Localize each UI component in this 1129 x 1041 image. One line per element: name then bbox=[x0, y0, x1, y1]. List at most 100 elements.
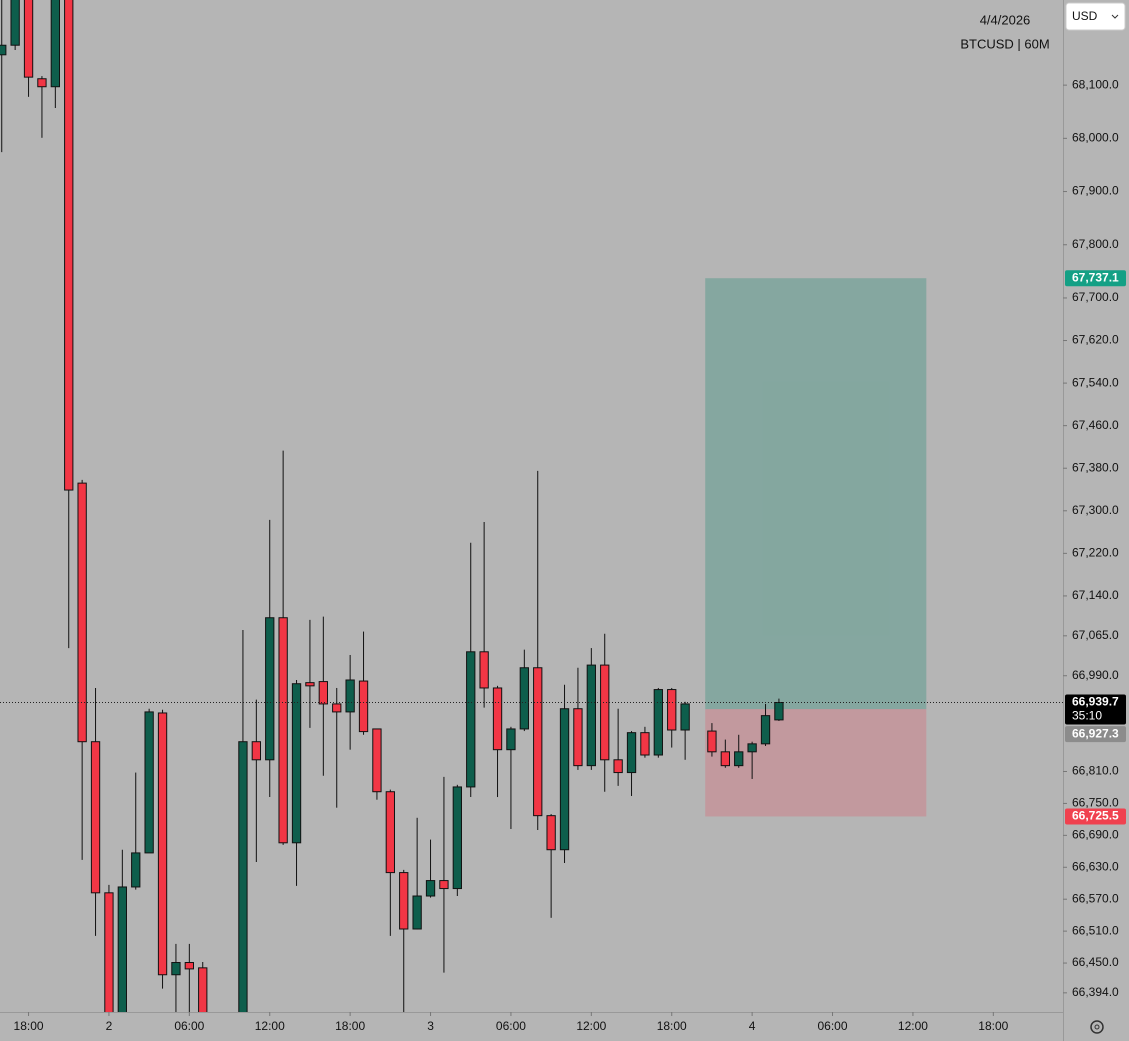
candle-body bbox=[492, 687, 503, 751]
candle-body bbox=[626, 732, 637, 774]
y-tick-label: 66,690.0 bbox=[1072, 828, 1119, 842]
candle-body bbox=[90, 741, 101, 894]
candle-body bbox=[10, 0, 20, 46]
y-tick-label: 66,570.0 bbox=[1072, 891, 1119, 905]
candle-body bbox=[104, 892, 114, 1012]
price-tag bbox=[1065, 726, 1126, 743]
candle-body bbox=[64, 0, 74, 491]
candle-body bbox=[734, 751, 744, 767]
price-tag bbox=[1065, 808, 1126, 825]
y-tick-label: 66,450.0 bbox=[1072, 955, 1119, 969]
y-tick-label: 66,394.0 bbox=[1072, 985, 1119, 999]
gear-icon[interactable] bbox=[1090, 1020, 1104, 1034]
candle-body bbox=[586, 664, 596, 767]
candle-body bbox=[144, 711, 154, 854]
y-tick-label: 67,540.0 bbox=[1072, 375, 1119, 389]
x-tick-label: 3 bbox=[427, 1019, 434, 1033]
y-tick-label: 67,140.0 bbox=[1072, 588, 1119, 602]
candle-body bbox=[412, 895, 422, 930]
countdown: 35:10 bbox=[1072, 709, 1102, 723]
x-tick-label: 4 bbox=[749, 1019, 756, 1033]
candle-body bbox=[117, 886, 127, 1012]
candle-body bbox=[680, 703, 690, 731]
settings-button[interactable] bbox=[1090, 1020, 1104, 1034]
candle-body bbox=[358, 680, 369, 733]
candle-body bbox=[77, 482, 87, 743]
candle-body bbox=[506, 728, 516, 751]
candle-body bbox=[425, 880, 436, 897]
y-tick-label: 68,000.0 bbox=[1072, 131, 1119, 145]
candle-body bbox=[345, 679, 355, 713]
x-tick-label: 06:00 bbox=[496, 1019, 526, 1033]
candle-body bbox=[600, 664, 610, 761]
candle-body bbox=[265, 617, 275, 761]
candle-body bbox=[50, 0, 60, 88]
candle-body bbox=[747, 743, 757, 753]
candle-body bbox=[559, 708, 570, 851]
chart-title: 4/4/2026 bbox=[980, 12, 1031, 27]
candle-body bbox=[278, 617, 288, 844]
y-tick-label: 67,900.0 bbox=[1072, 184, 1119, 198]
currency-dropdown[interactable]: USD bbox=[1065, 2, 1126, 31]
x-tick-label: 12:00 bbox=[255, 1019, 285, 1033]
candle-body bbox=[479, 651, 489, 689]
gear-center bbox=[1094, 1024, 1100, 1030]
price-tag-label: 67,737.1 bbox=[1072, 270, 1119, 284]
candle-body bbox=[546, 815, 556, 851]
y-tick-label: 68,100.0 bbox=[1072, 77, 1119, 91]
chart-subtitle: BTCUSD | 60M bbox=[960, 36, 1049, 51]
candle-body bbox=[466, 651, 476, 788]
y-tick-label: 67,460.0 bbox=[1072, 418, 1119, 432]
price-tag bbox=[1065, 270, 1126, 287]
candle-body bbox=[573, 708, 583, 767]
candle-body bbox=[184, 962, 194, 970]
x-tick-label: 18:00 bbox=[14, 1019, 44, 1033]
candle-body bbox=[613, 759, 623, 774]
x-tick-label: 06:00 bbox=[174, 1019, 204, 1033]
candle-body bbox=[23, 0, 34, 78]
y-tick-label: 67,220.0 bbox=[1072, 546, 1119, 560]
y-tick-label: 66,510.0 bbox=[1072, 923, 1119, 937]
y-tick-label: 66,630.0 bbox=[1072, 859, 1119, 873]
candle-body bbox=[439, 880, 449, 890]
price-tag-label: 66,939.7 bbox=[1072, 695, 1119, 709]
candle-body bbox=[667, 689, 677, 731]
y-tick-label: 66,990.0 bbox=[1072, 668, 1119, 682]
candle-body bbox=[198, 967, 208, 1012]
candle-body bbox=[372, 728, 382, 793]
price-tag-label: 66,725.5 bbox=[1072, 809, 1119, 823]
candle-body bbox=[653, 689, 663, 756]
candle-body bbox=[760, 715, 771, 745]
candle-body bbox=[452, 786, 462, 890]
price-tag bbox=[1065, 694, 1126, 725]
y-tick-label: 66,750.0 bbox=[1072, 796, 1119, 810]
candle-body bbox=[399, 872, 409, 930]
candle-body bbox=[519, 667, 529, 730]
candle-body bbox=[533, 667, 543, 817]
y-tick-label: 67,800.0 bbox=[1072, 237, 1119, 251]
candle-body bbox=[131, 852, 141, 888]
axes: 68,100.0 68,000.0 67,900.0 67,800.0 67,700.0… bbox=[14, 77, 1126, 1033]
candle-body bbox=[291, 683, 302, 844]
x-tick-label: 18:00 bbox=[335, 1019, 365, 1033]
price-tag-label: 66,927.3 bbox=[1072, 726, 1119, 740]
y-tick-label: 67,620.0 bbox=[1072, 333, 1119, 347]
plot-area bbox=[0, 0, 1063, 1012]
x-tick-label: 06:00 bbox=[818, 1019, 848, 1033]
candle-body bbox=[251, 741, 261, 761]
y-tick-label: 67,380.0 bbox=[1072, 460, 1119, 474]
dropdown-label[interactable]: USD bbox=[1072, 9, 1098, 23]
y-tick-label: 67,700.0 bbox=[1072, 290, 1119, 304]
x-tick-label: 12:00 bbox=[576, 1019, 606, 1033]
candle-body bbox=[238, 741, 248, 1012]
x-tick-label: 18:00 bbox=[657, 1019, 687, 1033]
candle-body bbox=[171, 962, 181, 976]
candle-body bbox=[0, 44, 7, 56]
x-tick-label: 2 bbox=[106, 1019, 113, 1033]
x-tick-label: 18:00 bbox=[978, 1019, 1008, 1033]
y-tick-label: 67,065.0 bbox=[1072, 628, 1119, 642]
dropdown-box[interactable] bbox=[1065, 2, 1126, 31]
